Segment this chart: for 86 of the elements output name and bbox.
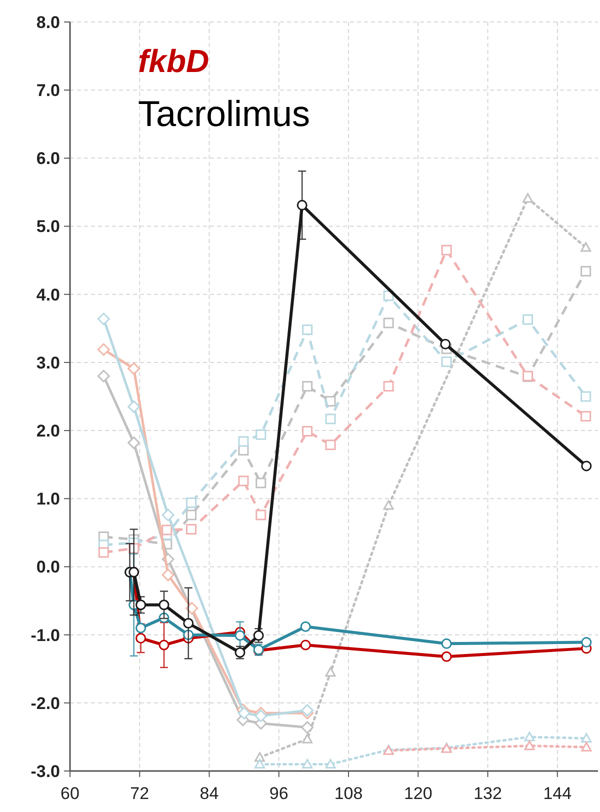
point [256,429,266,440]
point [441,638,452,649]
y-tick-label: 3.0 [36,353,60,372]
point [441,651,452,662]
y-tick-label: -2.0 [30,694,60,713]
point [136,622,146,634]
point [254,758,265,769]
y-tick-label: 7.0 [36,81,60,100]
point [301,704,314,717]
point [581,460,592,472]
point [325,758,336,769]
point [234,630,246,641]
point [300,640,311,650]
point [383,318,394,328]
x-tick-label: 96 [269,784,288,803]
point [97,370,110,382]
point [302,758,313,769]
point [162,524,172,536]
point [256,478,266,488]
point [524,732,535,742]
x-tick-label: 120 [404,784,432,803]
point [162,508,174,522]
point [186,510,197,520]
y-tick-label: -3.0 [30,762,60,781]
y-tick-label: 0.0 [36,558,60,577]
point [162,568,174,582]
point [580,410,592,422]
point [238,706,250,720]
y-tick-label: 6.0 [36,149,60,168]
point [97,343,110,356]
point [325,440,336,450]
x-tick-label: 132 [474,784,502,803]
text: fkbD [138,43,210,79]
point [302,381,313,392]
text: Tacrolimus [138,93,310,134]
point [253,630,264,641]
point [300,621,311,632]
y-tick-label: 2.0 [36,421,60,440]
point [158,600,170,610]
point [383,500,394,510]
point [183,618,194,628]
x-tick-label: 108 [334,784,363,803]
point [383,381,394,392]
point [186,602,198,615]
point [136,600,146,610]
point [302,324,313,336]
point [136,632,146,644]
point [325,667,336,677]
point [302,734,313,744]
point [581,742,592,752]
point [441,356,452,368]
point [522,193,534,203]
y-tick-label: 8.0 [36,12,60,32]
point [440,338,451,350]
x-tick-label: 84 [200,784,219,803]
point [97,312,110,326]
point [581,733,592,743]
point [238,436,249,447]
y-tick-label: 5.0 [36,217,60,236]
point [128,362,140,375]
point [238,476,249,486]
point [524,740,535,750]
x-tick-label: 60 [60,784,80,803]
y-tick-label: 4.0 [36,285,60,304]
point [128,400,140,413]
y-tick-label: 1.0 [36,490,60,509]
point [256,510,266,520]
x-tick-label: 144 [543,784,572,803]
point [128,436,140,450]
point [441,244,452,256]
y-tick-label: -1.0 [30,626,60,645]
point [325,414,336,424]
point [522,314,534,325]
point [580,266,592,276]
point [254,710,268,722]
point [98,547,109,558]
point [186,497,197,508]
x-tick-label: 72 [130,784,150,803]
point [581,637,592,648]
point [580,242,592,252]
point [301,721,314,734]
point [296,200,308,210]
point [158,640,170,650]
point [186,524,197,535]
point [580,391,592,402]
point [302,426,313,436]
